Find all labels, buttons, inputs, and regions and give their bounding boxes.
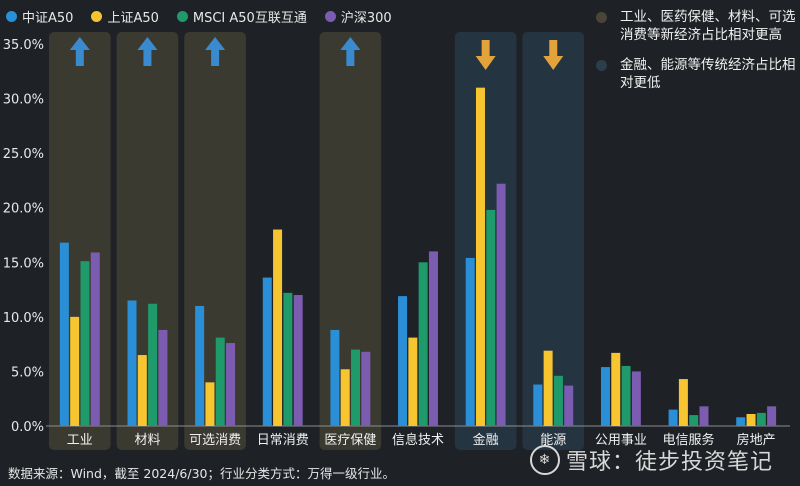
bar (226, 343, 236, 426)
bar (398, 296, 408, 426)
bar (756, 412, 766, 426)
x-tick-label: 金融 (473, 432, 499, 448)
x-tick-label: 公用事业 (595, 433, 647, 448)
highlight-band (522, 32, 585, 450)
bar (418, 262, 428, 426)
source-note: 数据来源：Wind，截至 2024/6/30；行业分类方式：万得一级行业。 (8, 466, 395, 481)
legend-item: MSCI A50互联互通 (176, 7, 307, 26)
bar (293, 295, 303, 426)
up-arrow-icon (137, 37, 158, 66)
bar (330, 329, 340, 426)
bar (215, 337, 225, 426)
snowball-logo-icon: ❄ (530, 445, 560, 475)
down-arrow-icon (475, 40, 496, 70)
bar (158, 329, 168, 426)
bar (746, 413, 756, 426)
bar (340, 369, 350, 426)
bar (137, 355, 147, 426)
bar (80, 261, 90, 426)
legend-item: 沪深300 (324, 7, 392, 26)
bar (273, 229, 283, 426)
y-tick-label: 0.0% (11, 420, 44, 435)
bar (543, 350, 553, 426)
bar (553, 375, 563, 426)
bar (127, 300, 137, 426)
x-tick-label: 可选消费 (189, 433, 241, 448)
legend-label: 上证A50 (107, 11, 159, 26)
x-tick-label: 信息技术 (392, 432, 444, 448)
bar (621, 365, 631, 426)
bar (195, 305, 205, 426)
up-arrow-icon (69, 37, 90, 66)
bar (361, 351, 371, 426)
bar (600, 367, 610, 426)
y-tick-label: 20.0% (3, 202, 44, 217)
x-tick-label: 能源 (540, 433, 566, 448)
legend-swatch (91, 11, 103, 22)
bar (767, 406, 777, 426)
bar (59, 242, 69, 426)
legend-item: 上证A50 (91, 7, 159, 26)
bar (564, 385, 574, 426)
highlight-band (116, 32, 179, 450)
bar (631, 371, 641, 426)
highlight-band (454, 32, 517, 450)
watermark-text: 雪球：徒步投资笔记 (566, 450, 774, 475)
y-tick-label: 25.0% (3, 147, 44, 162)
bar (475, 87, 485, 427)
bar (283, 292, 293, 426)
highlight-band (319, 32, 382, 450)
annotation-text: 工业、医药保健、材料、可选消费等新经济占比相对更高 (620, 9, 796, 43)
annotation-marker (596, 12, 607, 23)
bar (90, 252, 100, 426)
bar (533, 384, 543, 426)
x-tick-label: 工业 (67, 433, 93, 448)
bar (70, 316, 80, 426)
annotation-text: 金融、能源等传统经济占比相对更低 (620, 57, 796, 91)
bar (496, 183, 506, 426)
x-tick-label: 日常消费 (257, 433, 309, 448)
legend-swatch (6, 11, 17, 22)
annotation-traditional-economy: 金融、能源等传统经济占比相对更低 (596, 56, 796, 92)
up-arrow-icon (340, 37, 361, 66)
legend: 中证A50 上证A50 MSCI A50互联互通 沪深300 (6, 7, 392, 26)
x-tick-label: 房地产 (737, 432, 776, 448)
down-arrow-icon (543, 40, 564, 70)
y-tick-label: 15.0% (3, 256, 44, 271)
bar (351, 349, 361, 426)
annotation-marker (596, 60, 607, 71)
legend-label: 沪深300 (340, 11, 392, 26)
bar (678, 379, 688, 426)
watermark: ❄ 雪球：徒步投资笔记 (530, 444, 773, 476)
bar (428, 251, 438, 426)
x-tick-label: 医疗保健 (324, 433, 376, 448)
bar (148, 303, 158, 426)
legend-swatch (176, 11, 188, 22)
x-tick-label: 电信服务 (663, 432, 715, 448)
legend-item: 中证A50 (6, 7, 73, 26)
highlight-band (49, 32, 111, 450)
bar (668, 409, 678, 426)
bar (736, 417, 746, 426)
bar (408, 337, 418, 426)
legend-swatch (324, 11, 336, 22)
bar (486, 209, 496, 426)
bar (611, 352, 621, 426)
bar (465, 257, 475, 426)
bar (262, 277, 272, 426)
up-arrow-icon (205, 37, 226, 66)
y-tick-label: 30.0% (3, 93, 44, 108)
legend-label: 中证A50 (22, 11, 74, 26)
annotation-new-economy: 工业、医药保健、材料、可选消费等新经济占比相对更高 (596, 8, 796, 44)
bar (689, 415, 699, 426)
bar (205, 382, 215, 426)
y-tick-label: 35.0% (3, 38, 44, 53)
y-tick-label: 10.0% (3, 311, 44, 326)
x-tick-label: 材料 (134, 433, 160, 448)
bar (699, 406, 709, 426)
legend-label: MSCI A50互联互通 (192, 11, 307, 26)
y-tick-label: 5.0% (11, 365, 44, 380)
highlight-band (184, 32, 246, 450)
